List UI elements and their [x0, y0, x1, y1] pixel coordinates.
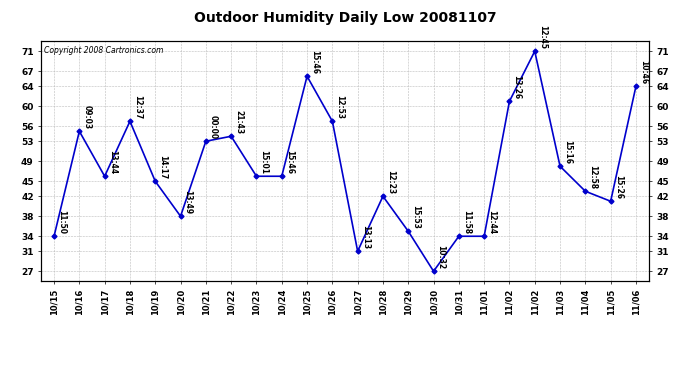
Text: 13:26: 13:26 — [513, 75, 522, 99]
Text: 11:50: 11:50 — [57, 210, 66, 234]
Text: 09:03: 09:03 — [82, 105, 91, 129]
Text: 15:01: 15:01 — [259, 150, 268, 174]
Text: 12:23: 12:23 — [386, 170, 395, 194]
Text: 15:53: 15:53 — [411, 206, 420, 229]
Text: 13:44: 13:44 — [108, 150, 117, 174]
Text: 14:17: 14:17 — [158, 155, 167, 179]
Text: 12:44: 12:44 — [487, 210, 496, 234]
Text: 12:45: 12:45 — [538, 25, 546, 49]
Text: 00:00: 00:00 — [209, 115, 218, 139]
Text: 12:53: 12:53 — [335, 95, 344, 119]
Text: 15:26: 15:26 — [613, 175, 622, 199]
Text: 10:46: 10:46 — [639, 60, 648, 84]
Text: 12:58: 12:58 — [589, 165, 598, 189]
Text: 11:58: 11:58 — [462, 210, 471, 234]
Text: 13:49: 13:49 — [184, 190, 193, 214]
Text: 15:46: 15:46 — [285, 150, 294, 174]
Text: 15:46: 15:46 — [310, 50, 319, 74]
Text: 12:37: 12:37 — [133, 95, 142, 119]
Text: Outdoor Humidity Daily Low 20081107: Outdoor Humidity Daily Low 20081107 — [194, 11, 496, 25]
Text: 13:13: 13:13 — [361, 225, 370, 249]
Text: Copyright 2008 Cartronics.com: Copyright 2008 Cartronics.com — [44, 46, 164, 55]
Text: 15:16: 15:16 — [563, 140, 572, 164]
Text: 10:32: 10:32 — [437, 245, 446, 269]
Text: 21:43: 21:43 — [234, 110, 243, 134]
